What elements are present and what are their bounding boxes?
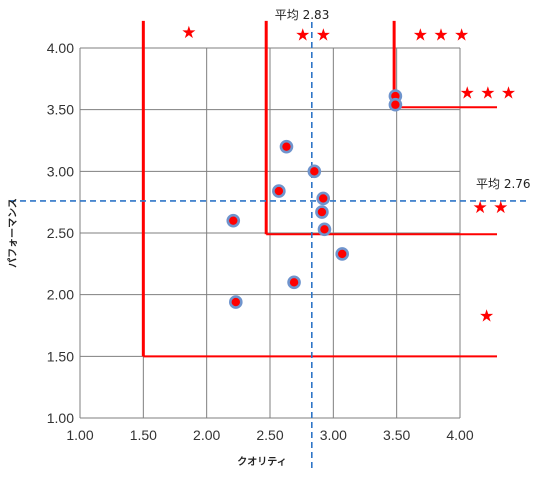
star-rating-label: ★ ★ [295, 25, 331, 45]
y-tick-label: 4.00 [47, 40, 74, 56]
data-point [315, 205, 329, 219]
average-y-label: 平均 2.76 [476, 177, 531, 191]
x-tick-label: 2.50 [256, 427, 283, 443]
average-x-label: 平均 2.83 [275, 8, 330, 22]
y-tick-label: 3.50 [47, 102, 74, 118]
star-annotations: ★ ★ ★ ★ ★ ★ ★ ★ ★ ★ ★ ★ [181, 23, 516, 327]
y-tick-label: 2.00 [47, 287, 74, 303]
data-point [388, 97, 403, 112]
data-point [229, 295, 243, 309]
star-rating-label: ★ ★ ★ [413, 25, 470, 45]
y-axis-title: パフォーマンス [7, 198, 19, 268]
data-point [272, 184, 286, 198]
data-points [226, 89, 403, 309]
grid [79, 47, 461, 419]
x-axis-title: クオリティ [237, 456, 286, 468]
average-lines [10, 22, 530, 470]
data-point [316, 191, 331, 206]
tier-lines [141, 20, 497, 358]
data-point [287, 275, 301, 290]
data-point [307, 164, 322, 179]
star-rating-label: ★ ★ [472, 198, 508, 218]
tick-labels: 1.00 1.50 2.00 2.50 3.00 3.50 4.00 1.00 1.50 2.00… [47, 40, 474, 443]
x-tick-label: 1.50 [130, 427, 157, 443]
y-tick-label: 2.50 [47, 225, 74, 241]
x-tick-label: 2.00 [193, 427, 220, 443]
x-tick-label: 1.00 [66, 427, 93, 443]
data-point [226, 213, 241, 228]
star-rating-label: ★ [479, 307, 494, 327]
x-tick-label: 3.50 [383, 427, 410, 443]
star-rating-label: ★ ★ ★ [460, 83, 517, 103]
star-rating-label: ★ [181, 23, 196, 43]
x-tick-label: 3.00 [320, 427, 347, 443]
y-tick-label: 1.00 [47, 410, 74, 426]
x-tick-label: 4.00 [446, 427, 473, 443]
data-point [317, 222, 332, 237]
data-point [279, 139, 294, 154]
data-point [335, 247, 350, 261]
y-tick-label: 3.00 [47, 163, 74, 179]
y-tick-label: 1.50 [47, 348, 74, 364]
